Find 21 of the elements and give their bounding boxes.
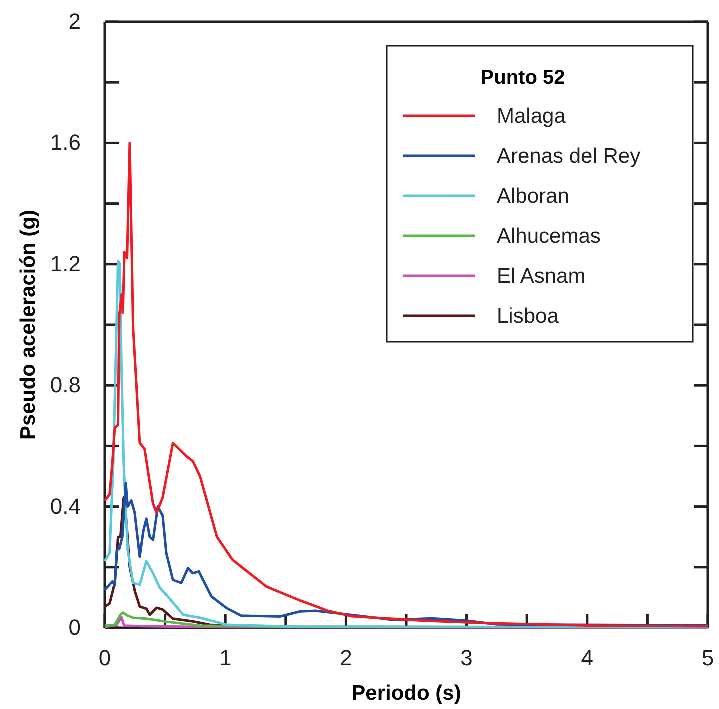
legend-label: Alboran [497,185,570,208]
x-tick-label: 2 [340,646,352,671]
y-tick-label: 0 [68,615,81,640]
y-tick-label: 1.2 [50,251,81,276]
y-tick-label: 2 [68,9,81,34]
legend-label: El Asnam [497,265,586,288]
y-tick-label: 0.8 [50,372,81,398]
legend-label: Arenas del Rey [497,145,642,168]
x-axis-title: Periodo (s) [352,682,462,705]
y-axis-title: Pseudo aceleración (g) [17,210,40,440]
x-tick-label: 0 [98,646,112,671]
y-tick-label: 0.4 [50,494,81,519]
x-tick-label: 3 [460,646,473,671]
x-tick-label: 5 [702,646,714,671]
x-tick-label: 1 [219,646,232,671]
legend-label: Alhucemas [497,225,601,248]
legend-label: Lisboa [497,305,560,328]
y-tick-label: 1.6 [50,130,81,156]
legend-title: Punto 52 [480,67,566,89]
legend-label: Malaga [497,105,566,128]
x-tick-label: 4 [581,646,594,671]
